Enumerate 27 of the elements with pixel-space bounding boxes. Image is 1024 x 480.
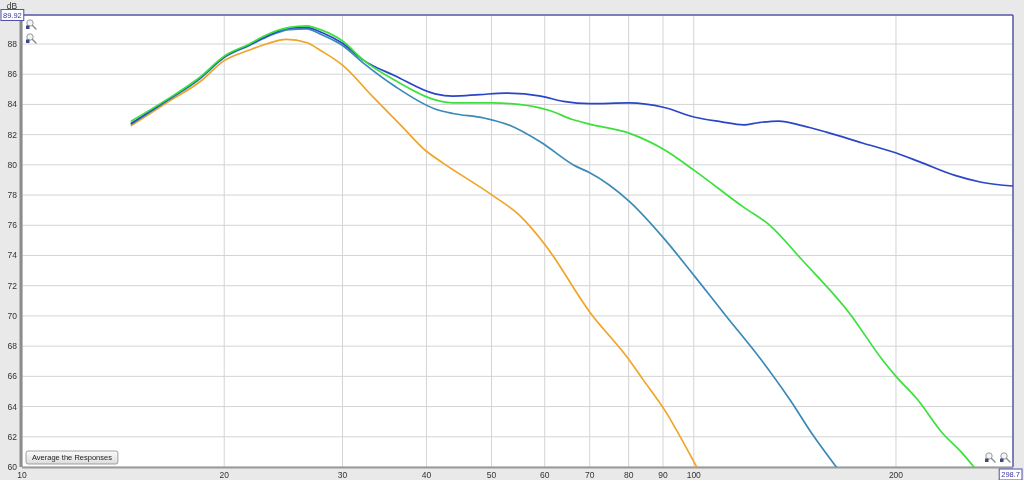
- y-tick-label: 66: [7, 371, 18, 382]
- y-tick-label: 88: [7, 38, 18, 49]
- y-tick-label: 76: [7, 220, 18, 231]
- x-tick-label: 60: [539, 469, 550, 480]
- y-axis-title: dB: [6, 0, 18, 11]
- x-tick-label: 90: [658, 469, 669, 480]
- y-tick-label: 72: [7, 280, 18, 291]
- y-tick-label: 82: [7, 129, 18, 140]
- x-tick-label: 10: [17, 469, 27, 480]
- x-tick-label: 200: [888, 469, 904, 480]
- y-tick-label: 60: [7, 461, 18, 472]
- x-tick-label: 30: [337, 469, 348, 480]
- y-tick-label: 74: [7, 250, 18, 261]
- x-tick-label: 70: [584, 469, 595, 480]
- y-tick-label: 86: [7, 69, 18, 80]
- y-tick-label: 80: [7, 159, 18, 170]
- y-tick-label: 84: [7, 99, 18, 110]
- x-tick-label: 80: [623, 469, 634, 480]
- x-tick-label: 50: [486, 469, 497, 480]
- y-tick-label: 68: [7, 341, 18, 352]
- y-tick-label: 64: [7, 401, 18, 412]
- y-tick-label: 70: [7, 310, 18, 321]
- x-tick-label: 20: [219, 469, 230, 480]
- y-tick-label: 62: [7, 431, 18, 442]
- y-tick-label: 78: [7, 190, 18, 201]
- x-tick-label: 40: [421, 469, 432, 480]
- x-tick-label: 100: [686, 469, 702, 480]
